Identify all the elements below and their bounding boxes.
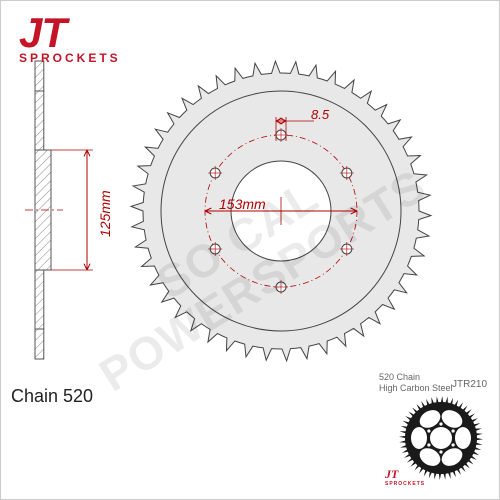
logo-sub: SPROCKETS: [19, 51, 121, 65]
dim-center-bore: 125mm: [97, 190, 113, 237]
svg-text:SPROCKETS: SPROCKETS: [385, 481, 425, 486]
diagram-canvas: 153mm 8.5 125mm JT SPROCKETS Chain 520 S…: [1, 1, 499, 499]
thumb-svg: JT SPROCKETS: [379, 394, 489, 486]
svg-text:JT: JT: [384, 467, 399, 481]
thumb-caption-1: 520 Chain: [379, 372, 489, 383]
logo-main: JT: [19, 13, 121, 53]
jt-logo: JT SPROCKETS: [19, 13, 121, 65]
dim-bolt-hole: 8.5: [311, 107, 329, 122]
thumb-caption-2: High Carbon Steel: [379, 383, 489, 394]
chain-label: Chain 520: [11, 386, 93, 407]
thumbnail: 520 Chain High Carbon Steel JT SPROCKETS: [379, 372, 489, 491]
dim-bolt-circle: 153mm: [219, 196, 266, 212]
